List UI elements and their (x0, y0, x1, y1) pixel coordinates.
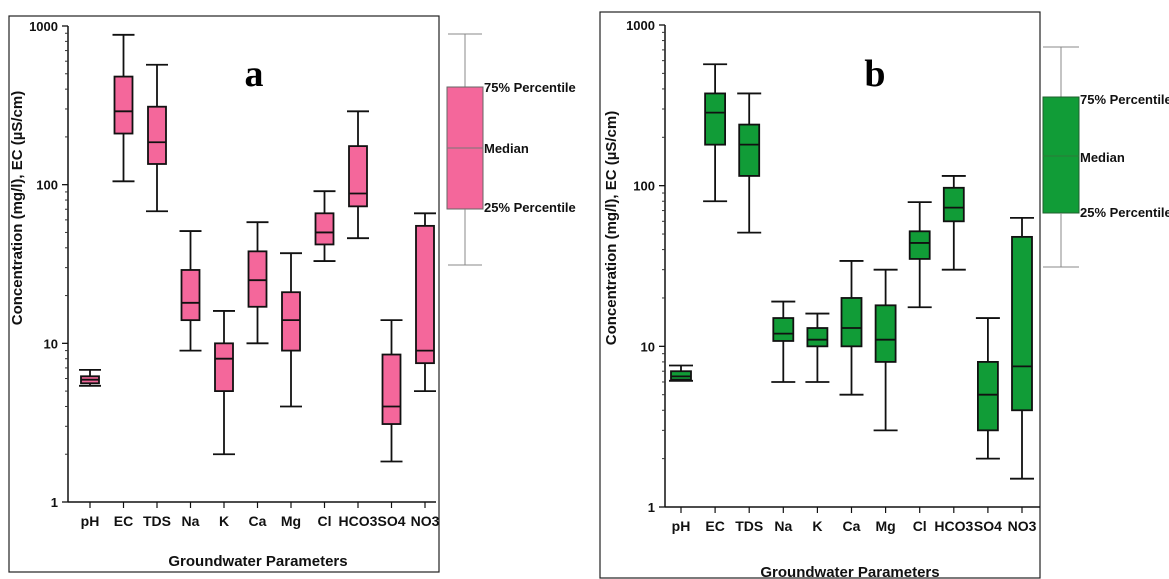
box-ca (839, 260, 864, 513)
iqr-box (670, 370, 692, 381)
x-tick-label-ec: EC (114, 513, 133, 529)
iqr-box (281, 291, 301, 352)
x-tick-label-cl: Cl (318, 513, 332, 529)
panel-a-legend: 75% Percentile Median 25% Percentile (446, 33, 576, 266)
iqr-box (381, 353, 402, 425)
iqr-box (247, 250, 268, 308)
y-tick-label-100: 100 (36, 178, 58, 193)
iqr-box (806, 327, 829, 348)
x-tick-label-ca: Ca (249, 513, 267, 529)
iqr-box (314, 212, 335, 246)
y-tick-label-1: 1 (648, 500, 655, 515)
panel-b-category-labels: pH EC TDS Na K Ca Mg Cl HCO3 SO4 NO3 (672, 518, 1037, 534)
x-tick-label-so4: SO4 (377, 513, 405, 529)
iqr-box (738, 123, 761, 177)
box-so4 (380, 319, 403, 508)
y-tick-label-10: 10 (44, 336, 58, 351)
box-hco3 (347, 110, 369, 508)
iqr-box (415, 224, 435, 365)
iqr-box (942, 186, 965, 223)
iqr-box (704, 92, 726, 146)
y-tick-label-1000: 1000 (29, 19, 58, 34)
box-k (805, 312, 830, 513)
legend-a-lower-label: 25% Percentile (484, 200, 576, 215)
x-tick-label-ph: pH (81, 513, 100, 529)
panel-a-x-axis-title: Groundwater Parameters (168, 553, 347, 570)
iqr-box (113, 75, 134, 135)
x-tick-label-tds: TDS (735, 518, 763, 534)
y-tick-label-1: 1 (51, 495, 58, 510)
iqr-box (908, 230, 931, 260)
x-tick-label-mg: Mg (875, 518, 895, 534)
iqr-box (180, 269, 201, 322)
iqr-box (772, 317, 795, 342)
box-ca (246, 221, 269, 508)
panel-b-letter: b (864, 53, 885, 95)
x-tick-label-so4: SO4 (974, 518, 1002, 534)
box-ph (79, 369, 101, 508)
box-no3 (414, 212, 436, 508)
x-tick-label-hco3: HCO3 (339, 513, 378, 529)
panel-a-y-ticks: 1 10 100 1000 (29, 19, 68, 510)
y-tick-label-1000: 1000 (626, 18, 655, 33)
iqr-box (977, 361, 999, 432)
panel-b-boxes (669, 63, 1034, 513)
box-cl (907, 201, 932, 513)
box-mg (873, 268, 898, 513)
panel-a-frame (8, 15, 440, 573)
box-na (771, 300, 796, 513)
box-ec (703, 63, 728, 513)
box-cl (313, 190, 336, 508)
x-tick-label-ca: Ca (843, 518, 861, 534)
x-tick-label-cl: Cl (913, 518, 927, 534)
box-ph (669, 364, 693, 513)
box-hco3 (941, 175, 966, 513)
panel-a-letter: a (245, 53, 264, 95)
x-tick-label-no3: NO3 (1008, 518, 1037, 534)
iqr-box (840, 297, 863, 348)
panel-b-y-axis-title: Concentration (mg/l), EC (µS/cm) (603, 111, 620, 346)
box-ec (112, 33, 135, 508)
x-tick-label-na: Na (774, 518, 792, 534)
legend-b-middle-label: Median (1080, 150, 1125, 165)
x-tick-label-hco3: HCO3 (934, 518, 973, 534)
y-tick-label-10: 10 (641, 339, 655, 354)
legend-b-lower-label: 25% Percentile (1080, 205, 1169, 220)
x-tick-label-k: K (219, 513, 229, 529)
box-na (179, 230, 202, 508)
box-no3 (1010, 217, 1034, 513)
iqr-box (874, 304, 897, 363)
panel-b-frame (599, 11, 1041, 579)
legend-b-box (1042, 96, 1080, 214)
box-so4 (975, 317, 1000, 513)
box-k (213, 310, 235, 508)
box-tds (737, 92, 762, 513)
legend-a-upper-label: 75% Percentile (484, 80, 576, 95)
iqr-box (147, 105, 167, 165)
x-tick-label-k: K (812, 518, 822, 534)
x-tick-label-no3: NO3 (411, 513, 440, 529)
legend-a-middle-label: Median (484, 141, 529, 156)
x-tick-label-tds: TDS (143, 513, 171, 529)
panel-a-boxes (79, 33, 436, 508)
y-tick-label-100: 100 (633, 179, 655, 194)
box-mg (280, 252, 302, 508)
panel-a-category-labels: pH EC TDS Na K Ca Mg Cl HCO3 SO4 NO3 (81, 513, 440, 529)
x-tick-label-ph: pH (672, 518, 691, 534)
iqr-box (1011, 235, 1033, 412)
panel-b-legend: 75% Percentile Median 25% Percentile (1042, 46, 1169, 268)
box-tds (146, 63, 168, 508)
x-tick-label-ec: EC (705, 518, 724, 534)
panel-b-y-ticks: 1 10 100 1000 (626, 18, 665, 515)
iqr-box (348, 145, 368, 208)
x-tick-label-na: Na (182, 513, 200, 529)
panel-a-y-axis-title: Concentration (mg/l), EC (µS/cm) (9, 91, 26, 326)
panel-b-x-axis-title: Groundwater Parameters (760, 564, 939, 579)
legend-b-upper-label: 75% Percentile (1080, 92, 1169, 107)
iqr-box (214, 342, 234, 392)
x-tick-label-mg: Mg (281, 513, 301, 529)
